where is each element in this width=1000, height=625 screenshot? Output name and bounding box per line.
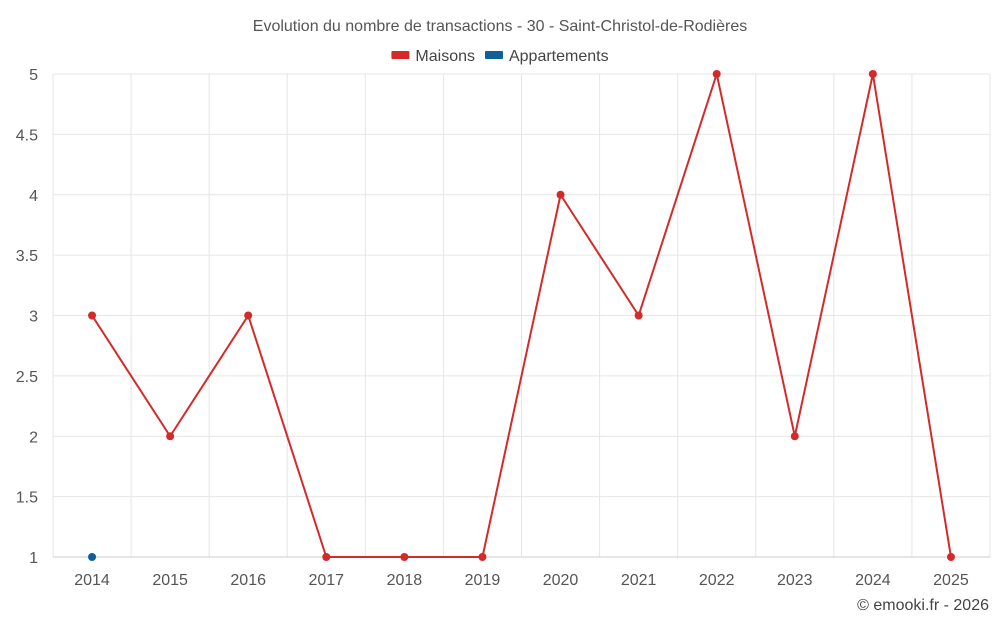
chart-title: Evolution du nombre de transactions - 30… (253, 18, 747, 35)
x-tick-label: 2022 (699, 572, 735, 589)
x-tick-label: 2018 (387, 572, 423, 589)
data-point[interactable] (634, 311, 643, 320)
x-tick-label: 2020 (543, 572, 579, 589)
data-point[interactable] (868, 70, 877, 78)
x-tick-label: 2017 (308, 572, 344, 589)
x-tick-label: 2019 (465, 572, 501, 589)
y-tick-label: 3 (29, 309, 38, 326)
x-tick-label: 2025 (933, 572, 969, 589)
data-point[interactable] (712, 70, 721, 78)
series-layer (88, 70, 955, 561)
y-tick-label: 3.5 (16, 248, 38, 265)
data-point[interactable] (790, 432, 799, 441)
data-point[interactable] (88, 311, 97, 320)
data-point[interactable] (946, 553, 955, 561)
y-tick-label: 4.5 (16, 127, 38, 144)
legend-label: Maisons (415, 48, 475, 65)
x-tick-label: 2024 (855, 572, 891, 589)
legend-swatch (484, 51, 503, 59)
x-tick-label: 2021 (621, 572, 657, 589)
data-point[interactable] (556, 190, 565, 199)
data-point[interactable] (322, 553, 331, 561)
series-line-maisons (91, 73, 952, 558)
legend-swatch (391, 51, 410, 59)
series-maisons (88, 70, 955, 561)
x-tick-label: 2016 (230, 572, 266, 589)
x-tick-label: 2023 (777, 572, 813, 589)
y-tick-label: 1.5 (16, 490, 38, 507)
data-point[interactable] (244, 311, 253, 320)
x-axis-ticks: 2014 2015 2016 2017 2018 2019 2020 2021 2022 2023… (74, 572, 969, 589)
y-tick-label: 1 (29, 550, 38, 567)
y-tick-label: 2 (29, 429, 38, 446)
x-tick-label: 2015 (152, 572, 188, 589)
legend: Maisons Appartements (391, 48, 609, 65)
grid (52, 73, 991, 558)
data-point[interactable] (478, 553, 487, 561)
credit-label: © emooki.fr - 2026 (857, 597, 989, 614)
y-axis-ticks: 1 1.5 2 2.5 3 3.5 4 4.5 5 (16, 67, 38, 567)
x-tick-label: 2014 (74, 572, 110, 589)
y-tick-label: 2.5 (16, 369, 38, 386)
y-tick-label: 5 (29, 67, 38, 84)
legend-item-appartements[interactable]: Appartements (484, 48, 609, 65)
data-point[interactable] (400, 553, 409, 561)
series-appartements (88, 553, 97, 561)
legend-item-maisons[interactable]: Maisons (391, 48, 475, 65)
y-tick-label: 4 (29, 188, 38, 205)
legend-label: Appartements (509, 48, 609, 65)
data-point[interactable] (88, 553, 97, 561)
data-point[interactable] (166, 432, 175, 441)
